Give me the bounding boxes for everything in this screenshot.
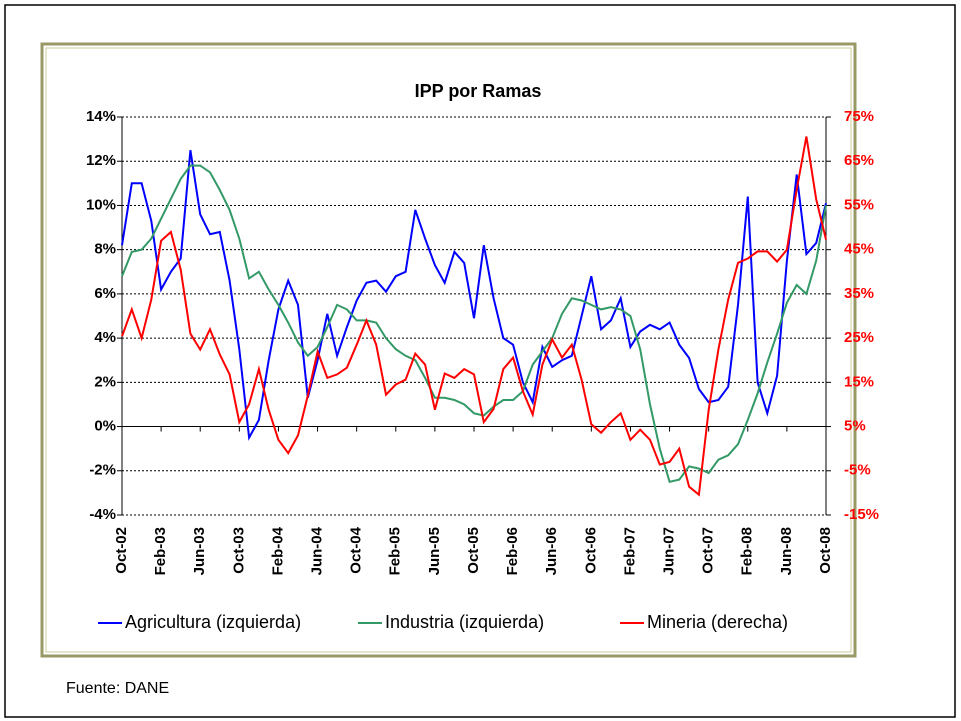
source-note: Fuente: DANE — [66, 680, 169, 697]
series-line — [121, 164, 827, 483]
chart-frame — [40, 42, 857, 658]
y2-tick-label: 45% — [844, 241, 874, 258]
x-tick-label: Oct-07 — [700, 527, 717, 574]
y-tick-label: 2% — [94, 373, 116, 390]
x-tick-label: Jun-07 — [661, 527, 678, 575]
y-tick-label: 12% — [86, 152, 116, 169]
x-tick-label: Oct-06 — [582, 527, 599, 574]
x-tick-label: Jun-04 — [309, 526, 326, 575]
y-tick-label: 6% — [94, 285, 116, 302]
y-tick-label: 0% — [94, 418, 116, 435]
y2-tick-label: 75% — [844, 108, 874, 125]
x-tick-label: Oct-02 — [113, 527, 130, 574]
chart-frame-inner — [45, 47, 852, 653]
x-tick-label: Oct-03 — [230, 527, 247, 574]
series-line — [121, 150, 827, 441]
chart-title: IPP por Ramas — [415, 81, 542, 101]
y2-tick-label: 5% — [844, 418, 866, 435]
x-tick-label: Oct-05 — [465, 527, 482, 574]
y2-tick-label: 65% — [844, 152, 874, 169]
y2-tick-label: 15% — [844, 373, 874, 390]
y2-tick-label: -15% — [844, 506, 879, 523]
y-tick-label: -2% — [89, 462, 116, 479]
legend-label: Agricultura (izquierda) — [125, 612, 301, 632]
x-tick-label: Feb-04 — [269, 526, 286, 575]
y-tick-label: 10% — [86, 196, 116, 213]
x-tick-label: Oct-04 — [348, 526, 365, 573]
x-tick-label: Jun-03 — [191, 527, 208, 575]
legend-label: Industria (izquierda) — [385, 612, 544, 632]
y2-tick-label: -5% — [844, 462, 871, 479]
x-tick-label: Feb-03 — [152, 527, 169, 575]
x-tick-label: Oct-08 — [817, 527, 834, 574]
y-tick-label: 8% — [94, 241, 116, 258]
x-tick-label: Feb-05 — [387, 527, 404, 575]
x-tick-label: Jun-06 — [543, 527, 560, 575]
y2-tick-label: 35% — [844, 285, 874, 302]
y2-tick-label: 25% — [844, 329, 874, 346]
x-tick-label: Jun-08 — [778, 527, 795, 575]
y-tick-label: -4% — [89, 506, 116, 523]
y2-tick-label: 55% — [844, 196, 874, 213]
series-line — [121, 136, 827, 497]
legend-label: Mineria (derecha) — [647, 612, 788, 632]
y-tick-label: 14% — [86, 108, 116, 125]
x-tick-label: Feb-07 — [621, 527, 638, 575]
x-tick-label: Jun-05 — [426, 527, 443, 575]
y-tick-label: 4% — [94, 329, 116, 346]
x-tick-label: Feb-08 — [739, 527, 756, 575]
x-tick-label: Feb-06 — [504, 527, 521, 575]
